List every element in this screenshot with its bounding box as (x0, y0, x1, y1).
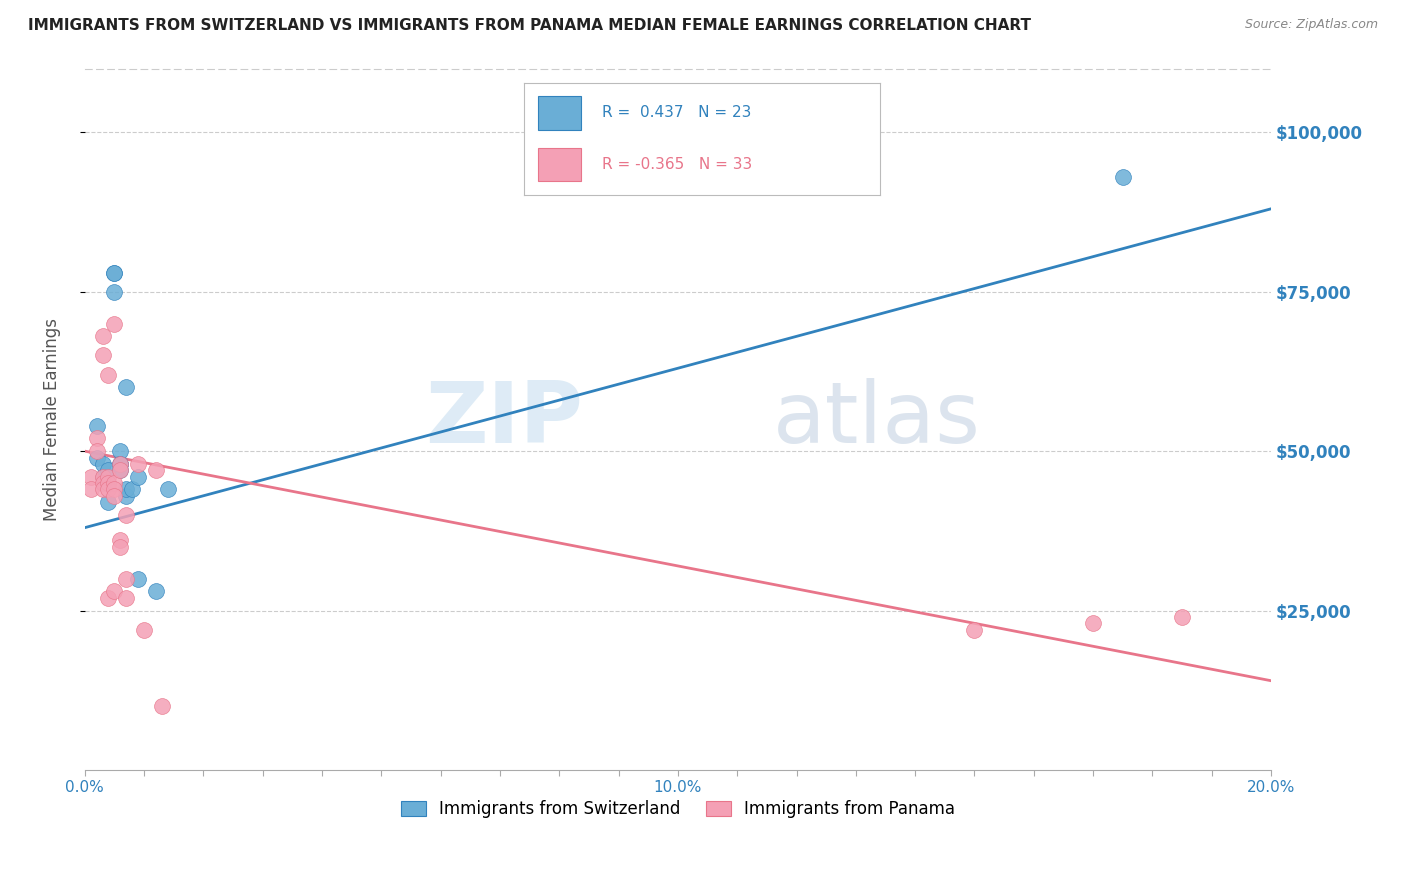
Point (91, 469, 114, 483)
Point (127, 572, 149, 586)
Point (97, 483, 120, 497)
Point (103, 489, 125, 503)
Point (156, 483, 179, 497)
Point (91, 476, 114, 491)
Point (97, 495, 120, 509)
Point (103, 266, 125, 280)
Point (145, 584, 167, 599)
Text: IMMIGRANTS FROM SWITZERLAND VS IMMIGRANTS FROM PANAMA MEDIAN FEMALE EARNINGS COR: IMMIGRANTS FROM SWITZERLAND VS IMMIGRANT… (28, 18, 1031, 33)
Text: ZIP: ZIP (425, 377, 583, 461)
Point (110, 463, 132, 477)
Point (150, 699, 173, 714)
Point (1081, 616, 1104, 631)
Point (91, 457, 114, 471)
Point (103, 483, 125, 497)
Point (110, 533, 132, 548)
Point (110, 540, 132, 554)
Point (115, 483, 138, 497)
Point (115, 380, 138, 394)
Point (97, 476, 120, 491)
Legend: Immigrants from Switzerland, Immigrants from Panama: Immigrants from Switzerland, Immigrants … (394, 794, 962, 825)
Point (91, 349, 114, 363)
Point (86, 444, 108, 458)
Point (963, 623, 986, 637)
Point (115, 591, 138, 605)
Point (110, 444, 132, 458)
Text: atlas: atlas (773, 377, 981, 461)
Point (91, 329, 114, 343)
Point (115, 489, 138, 503)
Point (79, 483, 101, 497)
Y-axis label: Median Female Earnings: Median Female Earnings (44, 318, 60, 521)
Point (127, 457, 149, 471)
Point (91, 483, 114, 497)
Point (110, 457, 132, 471)
Point (97, 469, 120, 483)
Point (1171, 610, 1194, 624)
Point (97, 591, 120, 605)
Point (103, 266, 125, 280)
Point (91, 469, 114, 483)
Point (97, 463, 120, 477)
Point (145, 463, 167, 477)
Point (79, 469, 101, 483)
Point (115, 572, 138, 586)
Point (127, 469, 149, 483)
Point (103, 476, 125, 491)
Point (86, 418, 108, 433)
Point (110, 457, 132, 471)
Point (86, 431, 108, 445)
Point (103, 317, 125, 331)
Point (97, 476, 120, 491)
Point (121, 483, 143, 497)
Point (110, 463, 132, 477)
Point (97, 368, 120, 382)
Point (86, 450, 108, 465)
Point (103, 584, 125, 599)
Point (132, 623, 155, 637)
Point (103, 285, 125, 299)
Text: Source: ZipAtlas.com: Source: ZipAtlas.com (1244, 18, 1378, 31)
Point (110, 457, 132, 471)
Point (1112, 169, 1135, 184)
Point (115, 508, 138, 522)
